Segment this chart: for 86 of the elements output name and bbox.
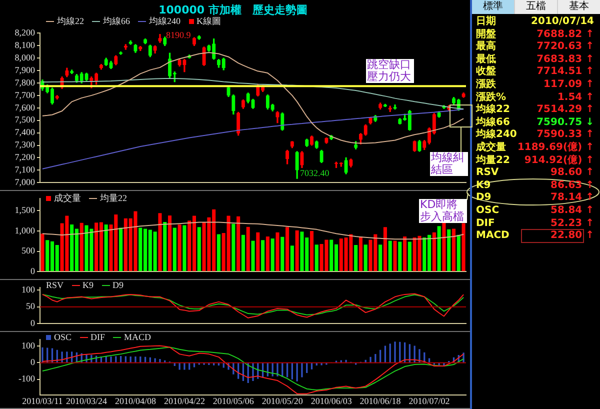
category-label: DIF	[476, 218, 495, 230]
y-tick-label: 0	[30, 318, 36, 328]
legend-label: 成交量	[54, 192, 81, 205]
category-label: 漲跌%	[476, 92, 506, 104]
legend-label: MACD	[124, 332, 152, 342]
y-tick-label: 8,200	[14, 28, 36, 38]
text: 標準	[472, 0, 514, 14]
text: 98.60 ↑	[550, 167, 594, 178]
y-tick-label: 1,500	[14, 204, 36, 215]
text: 五檔	[515, 0, 557, 14]
y-tick-label: 7,400	[14, 127, 36, 138]
category-label: 最低	[476, 54, 496, 66]
legend-label: K線圖	[196, 15, 221, 28]
y-tick-label: 50	[26, 301, 36, 312]
y-tick-label: 100	[22, 340, 36, 350]
legend-label: 均線66	[103, 15, 130, 28]
x-tick-label: 2010/04/08	[114, 396, 156, 406]
x-tick-label: 2010/06/18	[360, 396, 402, 406]
text: 1.54 ↑	[557, 92, 594, 103]
category-label: 均量22	[476, 154, 510, 167]
y-tick-label: -100	[18, 374, 36, 384]
text: 52.23 ↑	[550, 218, 594, 229]
legend-label: K9	[82, 280, 94, 290]
text: 914.92(億) ↑	[524, 154, 594, 166]
category-label: D9	[476, 192, 492, 204]
y-tick-label: 8,100	[14, 40, 36, 50]
text: 7688.82 ↑	[536, 28, 594, 40]
text: 117.09 ↑	[544, 79, 594, 90]
category-label: RSV	[476, 167, 499, 180]
annotation: KD即將步入高檔	[419, 198, 467, 223]
annotation: 7032.40	[300, 168, 330, 178]
category-label: 均線66	[476, 116, 510, 128]
y-tick-label: 7,800	[14, 77, 36, 88]
category-label: 均線240	[476, 129, 517, 141]
x-tick-label: 2010/06/03	[310, 396, 352, 406]
annotation: 均線糾結區	[430, 151, 468, 176]
category-label: 開盤	[476, 28, 496, 40]
y-tick-label: 7,500	[14, 114, 36, 125]
y-tick-label: 8,000	[14, 52, 36, 62]
text: 1189.69(億) ↑	[517, 142, 594, 153]
category-label: OSC	[476, 205, 500, 217]
legend-label: 均線22	[57, 15, 84, 28]
category-label: 均線22	[476, 104, 510, 116]
annotation: 跳空缺口壓力仍大	[366, 58, 414, 83]
y-tick-label: 1,000	[14, 225, 36, 236]
x-tick-label: 2010/05/06	[212, 396, 254, 406]
text: 58.84 ↑	[550, 205, 594, 216]
legend-label: DIF	[90, 332, 106, 342]
y-tick-label: 7,700	[14, 90, 36, 100]
category-label: 漲跌	[476, 79, 496, 91]
text: 22.80 ↑	[550, 230, 594, 242]
y-tick-label: 7,100	[14, 164, 36, 175]
text: 7714.51 ↑	[536, 66, 594, 78]
chart-title: 100000 市加權 歷史走勢圖	[158, 3, 308, 16]
text: 基本	[558, 0, 600, 14]
x-tick-label: 2010/03/11	[22, 396, 63, 406]
y-tick-label: 7,900	[14, 64, 36, 75]
text: 2010/07/14	[531, 16, 594, 27]
y-tick-label: 7,200	[14, 152, 36, 162]
x-tick-label: 2010/04/22	[164, 396, 205, 406]
annotation: RSV	[46, 280, 64, 290]
x-tick-label: 2010/05/20	[262, 396, 304, 406]
y-tick-label: 500	[22, 246, 36, 256]
text: 7683.83 ↑	[536, 54, 594, 65]
text: 7590.75 ↓	[536, 116, 594, 128]
y-tick-label: 7,300	[14, 140, 36, 150]
y-tick-label: 100	[22, 284, 36, 294]
category-label: MACD	[476, 230, 510, 242]
y-tick-label: 7,600	[14, 102, 36, 112]
category-label: 最高	[476, 41, 496, 54]
x-tick-label: 2010/07/02	[408, 396, 450, 406]
category-label: 日期	[476, 16, 496, 28]
category-label: 收盤	[476, 66, 496, 78]
y-tick-label: 7,000	[14, 176, 36, 187]
y-tick-label: 0	[30, 357, 36, 368]
x-tick-label: 2010/03/24	[66, 396, 108, 406]
category-label: 成交量	[476, 142, 506, 154]
legend-label: OSC	[54, 332, 72, 342]
legend-label: 均線240	[149, 15, 180, 28]
text: 7720.63 ↑	[536, 41, 594, 52]
legend-label: 均量22	[100, 192, 127, 205]
text: 7590.33 ↑	[536, 129, 594, 140]
legend-label: D9	[112, 280, 124, 290]
text: 7514.29 ↑	[536, 104, 594, 116]
y-tick-label: 0	[30, 266, 36, 276]
annotation: 8190.9	[166, 30, 191, 40]
